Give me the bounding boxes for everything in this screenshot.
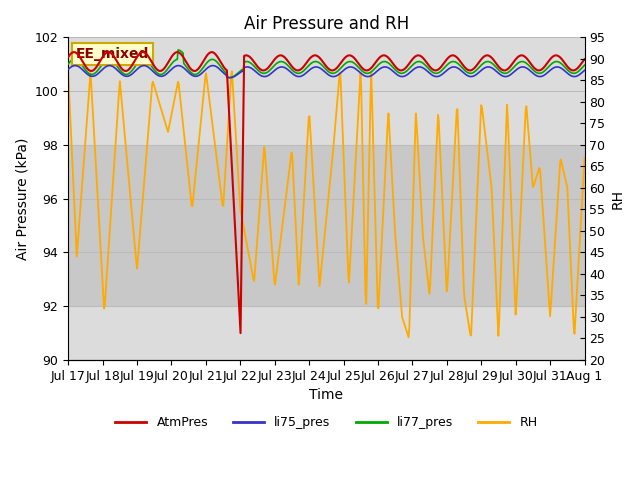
X-axis label: Time: Time bbox=[309, 388, 344, 402]
Y-axis label: RH: RH bbox=[611, 189, 625, 209]
Title: Air Pressure and RH: Air Pressure and RH bbox=[244, 15, 409, 33]
Text: EE_mixed: EE_mixed bbox=[76, 48, 149, 61]
Bar bbox=[68, 145, 584, 306]
Legend: AtmPres, li75_pres, li77_pres, RH: AtmPres, li75_pres, li77_pres, RH bbox=[110, 411, 543, 434]
Y-axis label: Air Pressure (kPa): Air Pressure (kPa) bbox=[15, 137, 29, 260]
